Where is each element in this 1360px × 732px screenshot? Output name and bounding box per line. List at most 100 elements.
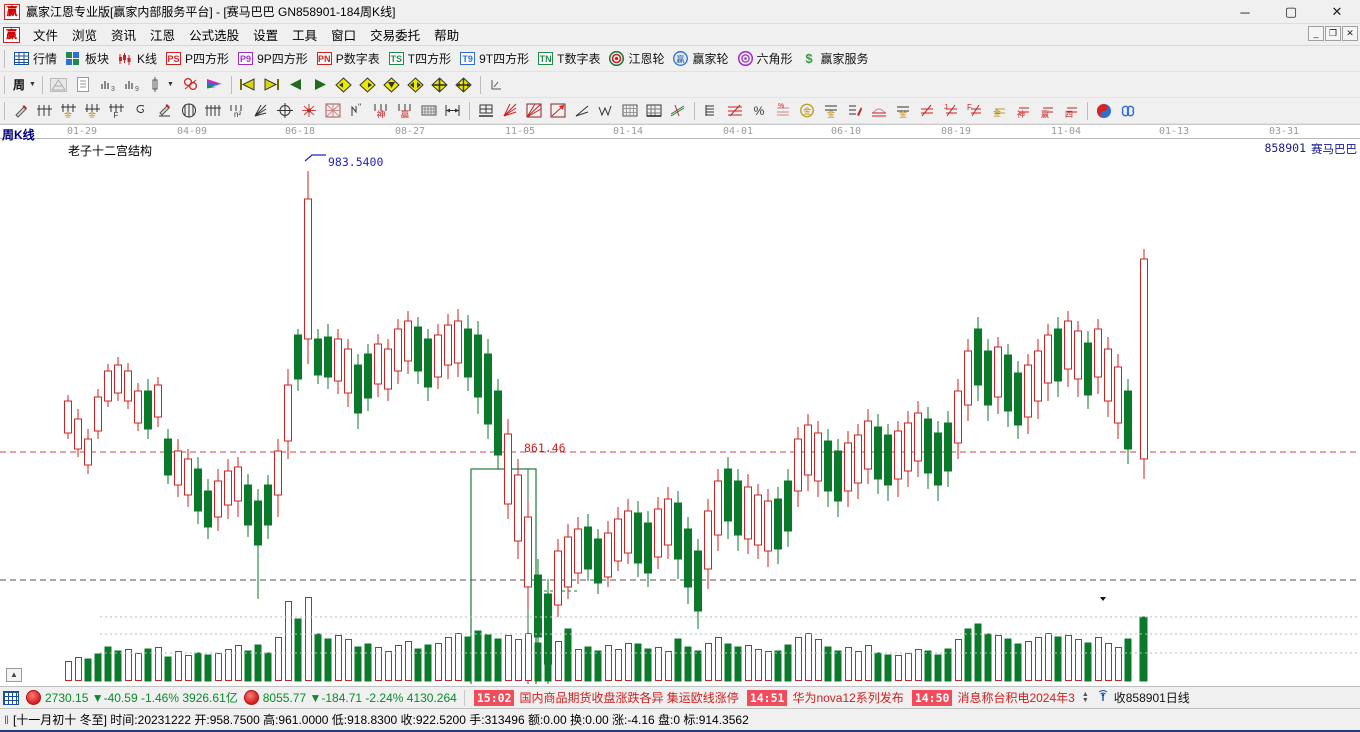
tool-diamond-move[interactable]: [453, 74, 475, 96]
draw-fork[interactable]: [34, 100, 56, 122]
tool-cycle[interactable]: [180, 74, 202, 96]
draw-measure[interactable]: [442, 100, 464, 122]
tool-diamond-expand[interactable]: [405, 74, 427, 96]
toolbar-sector[interactable]: 板块: [61, 48, 113, 70]
draw-fan-red[interactable]: [499, 100, 521, 122]
menu-news[interactable]: 资讯: [111, 29, 137, 43]
scroll-left-button[interactable]: ▲: [6, 668, 22, 682]
menu-formula-stock-pick[interactable]: 公式选股: [189, 29, 240, 43]
draw-percent[interactable]: %: [748, 100, 770, 122]
draw-ladder[interactable]: [700, 100, 722, 122]
draw-grid-box-2[interactable]: [643, 100, 665, 122]
news-item-2[interactable]: 14:51 华为nova12系列发布: [742, 688, 907, 708]
mdi-minimize[interactable]: _: [1308, 26, 1324, 41]
tool-next[interactable]: [309, 74, 331, 96]
draw-ying[interactable]: 赢: [394, 100, 416, 122]
minimize-button[interactable]: ─: [1240, 4, 1250, 20]
draw-four-slope[interactable]: 四: [1060, 100, 1082, 122]
news-item-1[interactable]: 15:02 国内商品期货收盘涨跌各异 集运欧线涨停: [469, 688, 742, 708]
toolbar-9p-square[interactable]: P9 9P四方形: [233, 48, 312, 70]
draw-mesh[interactable]: [418, 100, 440, 122]
tool-first[interactable]: [237, 74, 259, 96]
draw-ying-slope[interactable]: 赢: [1036, 100, 1058, 122]
draw-arrow-quote[interactable]: ": [346, 100, 368, 122]
tool-rainbow[interactable]: [204, 74, 226, 96]
toolbar-gann-wheel[interactable]: 江恩轮: [604, 48, 668, 70]
period-selector[interactable]: 周 ▼: [9, 74, 38, 96]
draw-pen[interactable]: [10, 100, 32, 122]
mdi-close[interactable]: ✕: [1342, 26, 1358, 41]
draw-n2[interactable]: n²: [226, 100, 248, 122]
toolbar-p-number-table[interactable]: PN P数字表: [312, 48, 384, 70]
toolbar-kline[interactable]: K线: [113, 48, 161, 70]
draw-starburst[interactable]: [298, 100, 320, 122]
tool-net[interactable]: [48, 74, 70, 96]
draw-gold-circle[interactable]: 金: [796, 100, 818, 122]
draw-infinity[interactable]: [1117, 100, 1139, 122]
chart-area[interactable]: 01-29 04-09 06-18 08-27 11-05 01-14 04-0…: [0, 124, 1360, 686]
menu-browse[interactable]: 浏览: [72, 29, 98, 43]
tool-bar3[interactable]: 3: [96, 74, 118, 96]
draw-channel[interactable]: [667, 100, 689, 122]
draw-boxed-web[interactable]: [322, 100, 344, 122]
maximize-button[interactable]: ▢: [1284, 4, 1298, 19]
index-1[interactable]: 2730.15 ▼-40.59 -1.46% 3926.61亿: [23, 688, 241, 708]
draw-percent-line[interactable]: %: [772, 100, 794, 122]
draw-gold-grid-2[interactable]: 金: [82, 100, 104, 122]
tool-bar9[interactable]: 9: [120, 74, 142, 96]
draw-percent-fan[interactable]: [724, 100, 746, 122]
tool-diamond-cross[interactable]: [429, 74, 451, 96]
draw-f-slope[interactable]: F: [964, 100, 986, 122]
tool-diamond-center[interactable]: [381, 74, 403, 96]
toolbar-winner-wheel[interactable]: 赢 赢家轮: [668, 48, 732, 70]
draw-box-fan[interactable]: [523, 100, 545, 122]
tool-report[interactable]: [72, 74, 94, 96]
tool-diamond-right[interactable]: [357, 74, 379, 96]
menu-file[interactable]: 文件: [33, 29, 59, 43]
menu-help[interactable]: 帮助: [434, 29, 460, 43]
tool-last[interactable]: [261, 74, 283, 96]
draw-shen-slope[interactable]: 神: [1012, 100, 1034, 122]
draw-gold-line[interactable]: 金: [820, 100, 842, 122]
draw-crosshair[interactable]: [274, 100, 296, 122]
toolbar-t-square[interactable]: TS T四方形: [384, 48, 455, 70]
chevron-down-icon-column[interactable]: ▼: [166, 81, 174, 88]
menu-tools[interactable]: 工具: [292, 29, 318, 43]
draw-pen-arrow[interactable]: [154, 100, 176, 122]
quotes-grid-icon[interactable]: [3, 690, 19, 705]
tool-zoom[interactable]: [486, 74, 508, 96]
menu-trade-order[interactable]: 交易委托: [370, 29, 421, 43]
draw-grid-box[interactable]: [619, 100, 641, 122]
tool-prev[interactable]: [285, 74, 307, 96]
toolbar-t-number-table[interactable]: TN T数字表: [533, 48, 604, 70]
draw-gold-grid-1[interactable]: 金: [58, 100, 80, 122]
draw-gold-slope[interactable]: 金: [988, 100, 1010, 122]
mdi-restore[interactable]: ❐: [1325, 26, 1341, 41]
resize-handle[interactable]: ‖: [4, 712, 9, 727]
menu-window[interactable]: 窗口: [331, 29, 357, 43]
candlestick-plot[interactable]: 983.5400 861.46 668.2900 668.29 668.2900…: [0, 139, 1360, 686]
draw-j-slope[interactable]: J: [940, 100, 962, 122]
menu-gann[interactable]: 江恩: [150, 29, 176, 43]
toolbar-quotes[interactable]: 行情: [9, 48, 61, 70]
draw-gold-line-2[interactable]: 金: [892, 100, 914, 122]
draw-angle[interactable]: [571, 100, 593, 122]
draw-box-arrow[interactable]: [547, 100, 569, 122]
draw-brush[interactable]: [844, 100, 866, 122]
toolbar-p-square[interactable]: PS P四方形: [161, 48, 233, 70]
close-button[interactable]: ✕: [1331, 4, 1343, 19]
tool-column[interactable]: [144, 74, 166, 96]
draw-zigzag[interactable]: [595, 100, 617, 122]
toolbar-winner-service[interactable]: $ 赢家服务: [797, 48, 873, 70]
draw-arc[interactable]: [868, 100, 890, 122]
toolbar-9t-square[interactable]: T9 9T四方形: [455, 48, 533, 70]
draw-fan[interactable]: [250, 100, 272, 122]
draw-table[interactable]: [475, 100, 497, 122]
draw-spiral[interactable]: [130, 100, 152, 122]
index-2[interactable]: 8055.77 ▼-184.71 -2.24% 4130.264: [241, 688, 460, 708]
draw-slope[interactable]: [916, 100, 938, 122]
draw-comb[interactable]: [202, 100, 224, 122]
toolbar-hexagon[interactable]: 六角形: [733, 48, 797, 70]
news-item-3[interactable]: 14:50 消息称台积电2024年3: [907, 688, 1078, 708]
draw-shen[interactable]: 神: [370, 100, 392, 122]
